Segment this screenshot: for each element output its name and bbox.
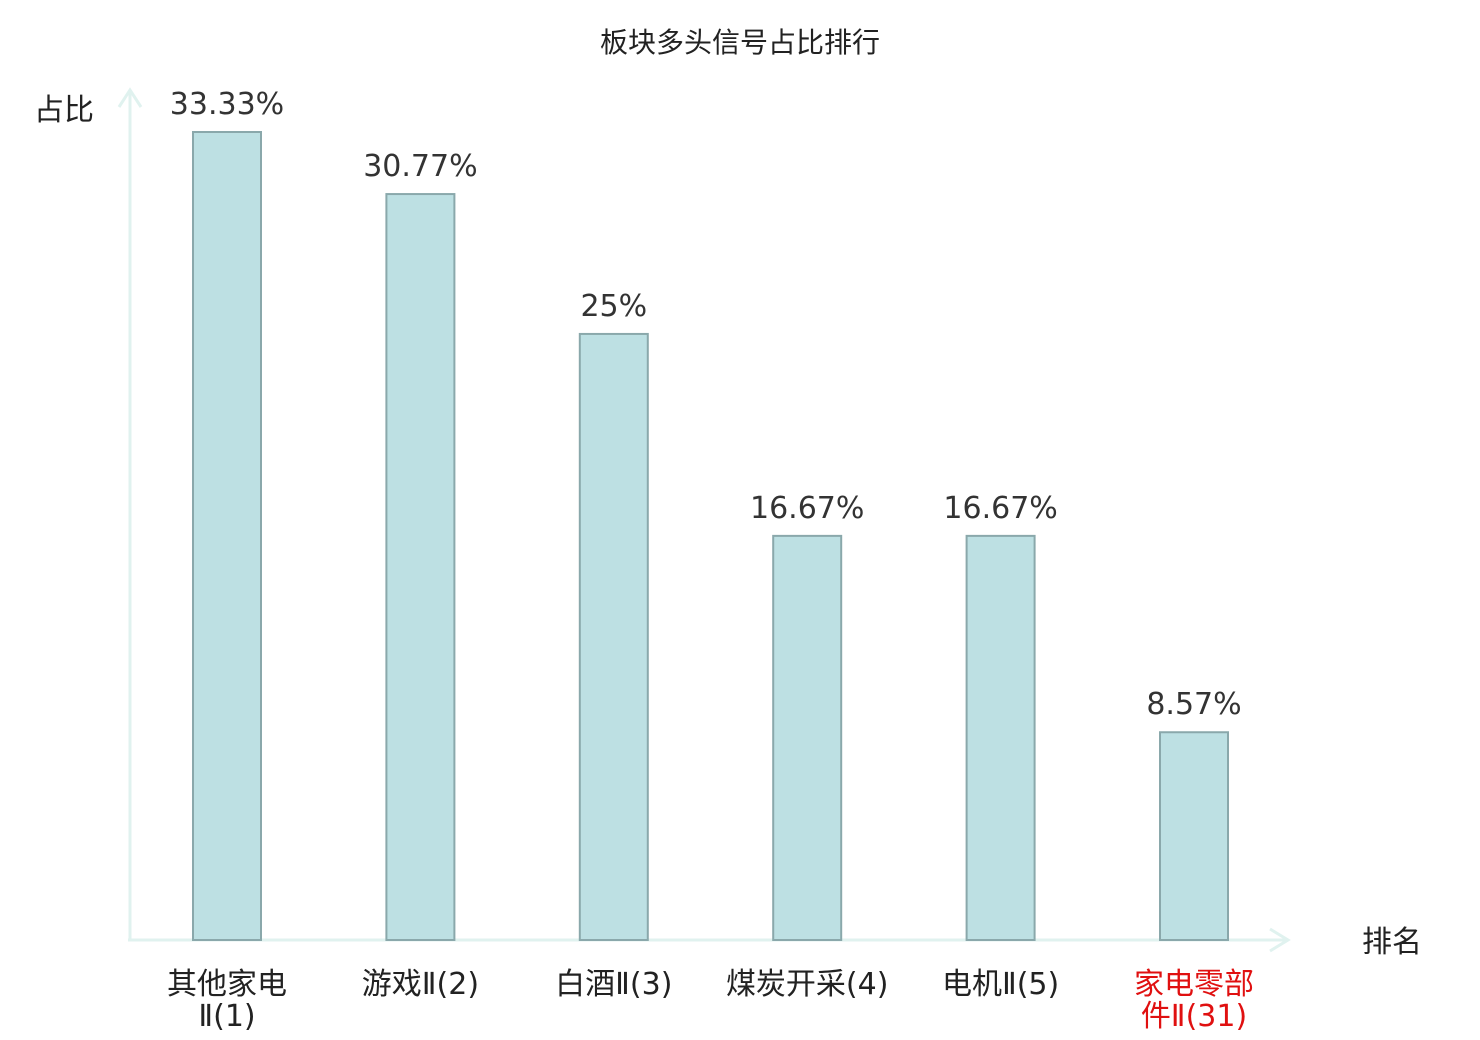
category-label: 白酒Ⅱ(3) xyxy=(555,967,672,1002)
y-axis: 占比 xyxy=(34,87,143,940)
x-axis-label: 排名 xyxy=(1362,925,1422,960)
category-label: 其他家电 xyxy=(167,967,287,1002)
y-axis-arrow-icon xyxy=(117,87,143,108)
x-axis-arrow-icon xyxy=(1269,927,1291,953)
bars-group xyxy=(192,131,1229,941)
category-label: 游戏Ⅱ(2) xyxy=(362,967,479,1002)
bar-value-label: 16.67% xyxy=(750,491,864,526)
bar xyxy=(772,534,843,941)
y-axis-label: 占比 xyxy=(34,93,94,128)
x-axis: 排名 xyxy=(128,925,1422,960)
bar-value-label: 25% xyxy=(580,289,647,324)
category-label-line2: 件Ⅱ(31) xyxy=(1141,999,1247,1034)
bar xyxy=(192,131,262,941)
bar-value-label: 30.77% xyxy=(363,149,477,184)
bar xyxy=(385,193,456,941)
bar-value-label: 8.57% xyxy=(1146,687,1241,722)
bar xyxy=(578,332,649,941)
bar-value-label: 33.33% xyxy=(170,87,284,122)
bar xyxy=(1159,731,1229,941)
category-label-line2: Ⅱ(1) xyxy=(198,999,255,1034)
chart-title: 板块多头信号占比排行 xyxy=(600,26,880,59)
bar-value-label: 16.67% xyxy=(943,491,1057,526)
category-label: 电机Ⅱ(5) xyxy=(942,967,1059,1002)
bar xyxy=(965,534,1036,941)
category-label: 煤炭开采(4) xyxy=(726,967,889,1002)
value-labels-group: 33.33% 30.77% 25% 16.67% 16.67% 8.57% xyxy=(170,87,1242,722)
category-label: 家电零部 xyxy=(1134,967,1254,1002)
